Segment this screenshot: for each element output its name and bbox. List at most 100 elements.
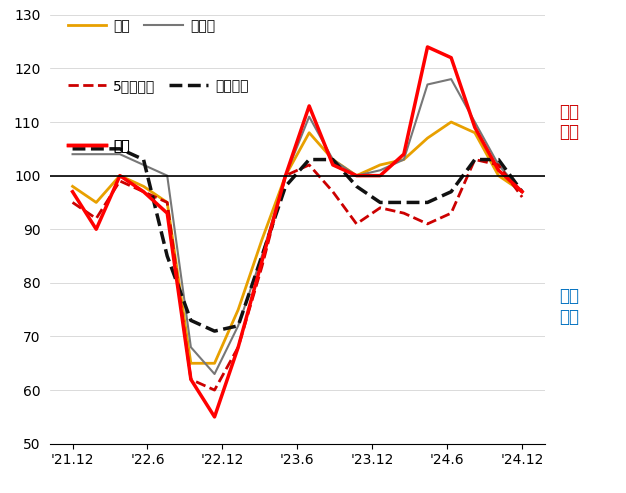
전국 — [69, 183, 76, 189]
기타지방 — [471, 157, 478, 163]
서울 — [69, 189, 76, 195]
기타지방 — [235, 323, 242, 329]
기타지방 — [305, 157, 313, 163]
Line: 전국: 전국 — [73, 122, 522, 363]
서울 — [448, 55, 455, 61]
서울 — [140, 189, 147, 195]
전국 — [448, 119, 455, 125]
전국 — [495, 173, 502, 178]
5개광역시 — [258, 264, 265, 270]
전국 — [471, 130, 478, 136]
기타지방 — [400, 200, 408, 206]
Legend: 서울: 서울 — [62, 133, 136, 158]
Line: 5개광역시: 5개광역시 — [73, 160, 522, 390]
기타지방 — [211, 328, 218, 334]
기타지방 — [116, 146, 124, 152]
수도권 — [376, 167, 384, 173]
수도권 — [93, 151, 100, 157]
전국 — [400, 157, 408, 163]
수도권 — [495, 162, 502, 168]
서울 — [400, 151, 408, 157]
5개광역시 — [448, 210, 455, 216]
서울 — [235, 344, 242, 350]
서울 — [329, 162, 337, 168]
수도권 — [352, 173, 360, 178]
수도권 — [211, 371, 218, 377]
서울 — [258, 258, 265, 264]
수도권 — [258, 253, 265, 259]
5개광역시 — [495, 162, 502, 168]
Line: 서울: 서울 — [73, 47, 522, 417]
전국 — [93, 200, 100, 206]
전국 — [211, 360, 218, 366]
기타지방 — [282, 183, 289, 189]
기타지방 — [495, 157, 502, 163]
기타지방 — [140, 157, 147, 163]
수도권 — [140, 162, 147, 168]
전국 — [305, 130, 313, 136]
5개광역시 — [282, 173, 289, 178]
서울 — [471, 124, 478, 130]
Line: 수도권: 수도권 — [73, 79, 522, 374]
수도권 — [235, 323, 242, 329]
서울 — [495, 167, 502, 173]
수도권 — [69, 151, 76, 157]
기타지방 — [329, 157, 337, 163]
전국 — [282, 173, 289, 178]
서울 — [518, 189, 526, 195]
기타지방 — [69, 146, 76, 152]
5개광역시 — [329, 189, 337, 195]
5개광역시 — [424, 221, 431, 227]
기타지방 — [187, 317, 195, 323]
전국 — [352, 173, 360, 178]
기타지방 — [352, 183, 360, 189]
수도권 — [116, 151, 124, 157]
기타지방 — [93, 146, 100, 152]
기타지방 — [376, 200, 384, 206]
서울 — [352, 173, 360, 178]
Text: 상승
전망: 상승 전망 — [560, 103, 580, 141]
서울 — [93, 226, 100, 232]
5개광역시 — [352, 221, 360, 227]
수도권 — [448, 76, 455, 82]
전국 — [163, 200, 171, 206]
수도권 — [400, 157, 408, 163]
5개광역시 — [376, 205, 384, 211]
수도권 — [424, 81, 431, 87]
기타지방 — [258, 253, 265, 259]
5개광역시 — [116, 178, 124, 184]
전국 — [518, 189, 526, 195]
수도권 — [282, 173, 289, 178]
수도권 — [329, 157, 337, 163]
5개광역시 — [518, 194, 526, 200]
전국 — [235, 307, 242, 313]
기타지방 — [518, 189, 526, 195]
서울 — [163, 210, 171, 216]
5개광역시 — [305, 162, 313, 168]
기타지방 — [424, 200, 431, 206]
수도권 — [518, 189, 526, 195]
서울 — [282, 173, 289, 178]
서울 — [376, 173, 384, 178]
5개광역시 — [93, 215, 100, 221]
수도권 — [471, 119, 478, 125]
전국 — [187, 360, 195, 366]
기타지방 — [163, 253, 171, 259]
서울 — [305, 103, 313, 109]
서울 — [187, 377, 195, 383]
5개광역시 — [400, 210, 408, 216]
전국 — [376, 162, 384, 168]
전국 — [424, 135, 431, 141]
서울 — [424, 44, 431, 50]
전국 — [329, 157, 337, 163]
서울 — [116, 173, 124, 178]
전국 — [140, 183, 147, 189]
수도권 — [187, 344, 195, 350]
5개광역시 — [471, 157, 478, 163]
수도권 — [305, 114, 313, 120]
5개광역시 — [140, 189, 147, 195]
5개광역시 — [187, 377, 195, 383]
전국 — [258, 237, 265, 243]
5개광역시 — [163, 200, 171, 206]
전국 — [116, 173, 124, 178]
